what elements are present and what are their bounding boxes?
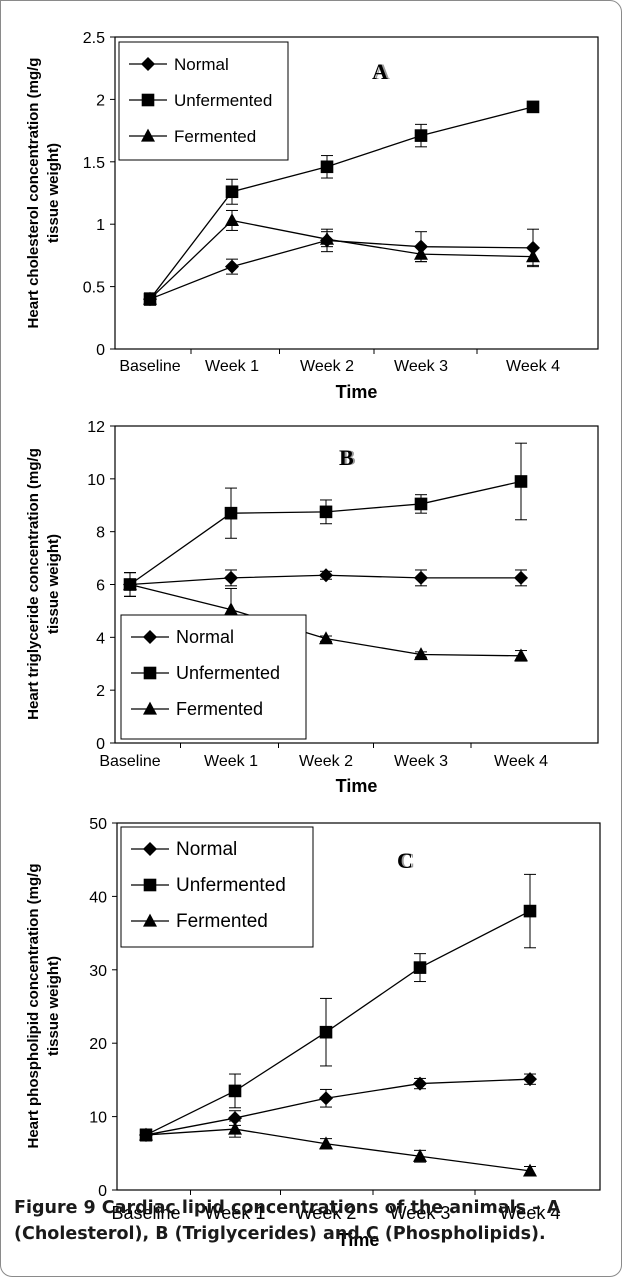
caption-lead: Figure 9 xyxy=(14,1198,96,1218)
caption-text: Cardiac lipid concentrations of the anim… xyxy=(14,1198,561,1244)
figure-caption: Figure 9 Cardiac lipid concentrations of… xyxy=(14,1195,614,1247)
